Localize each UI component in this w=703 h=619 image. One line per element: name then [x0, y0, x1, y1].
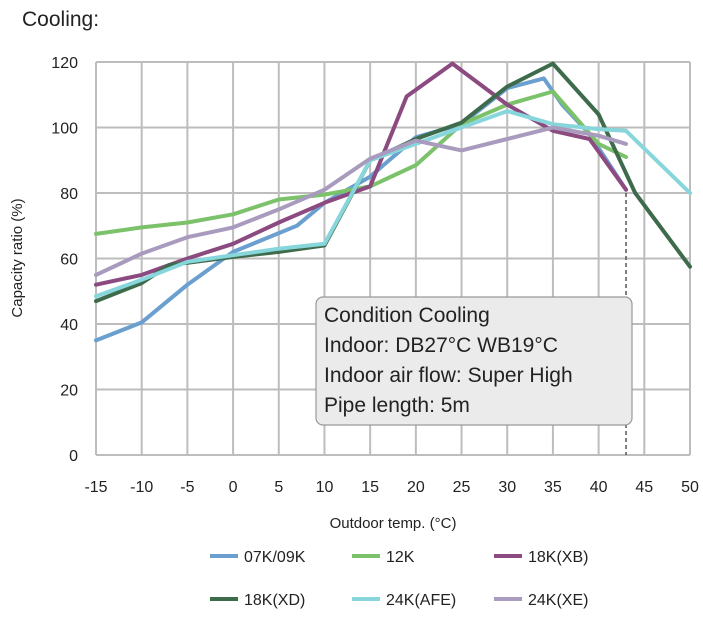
y-tick-label: 80: [60, 186, 78, 203]
legend-label: 24K(XE): [528, 592, 588, 609]
y-tick-label: 0: [69, 448, 78, 465]
x-tick-label: 0: [229, 479, 238, 496]
series-line-2: [94, 61, 628, 287]
series-line-4: [94, 109, 692, 299]
annotation-line-3: Indoor air flow: Super High: [324, 364, 573, 387]
annotation-box: [315, 296, 633, 426]
x-tick-label: 15: [361, 479, 379, 496]
legend: 07K/09K 12K 18K(XB) 18K(XD) 24K(AFE) 24K(XE): [210, 549, 588, 609]
annotation-line-2: Indoor: DB27°C WB19°C: [324, 334, 558, 357]
x-tick-label: 5: [274, 479, 283, 496]
annotation-line-4: Pipe length: 5m: [324, 394, 470, 417]
x-tick-label: -5: [180, 479, 194, 496]
annotation-line-1: Condition Cooling: [324, 304, 490, 327]
chart-heading: Cooling:: [22, 8, 100, 31]
condition-annotation: Condition Cooling Indoor: DB27°C WB19°C …: [315, 296, 633, 426]
legend-label: 24K(AFE): [386, 592, 456, 609]
series-line-5: [94, 125, 628, 277]
x-tick-label: 10: [316, 479, 334, 496]
y-tick-label: 20: [60, 383, 78, 400]
y-tick-label: 120: [51, 55, 78, 72]
legend-label: 07K/09K: [244, 549, 306, 566]
x-tick-label: 20: [407, 479, 425, 496]
series-lines: [94, 61, 692, 343]
legend-label: 18K(XD): [244, 592, 305, 609]
x-tick-label: 25: [453, 479, 471, 496]
x-tick-label: 50: [681, 479, 699, 496]
axes: -15 -10 -5 0 5 10 15 20 25 30 35 40 45 50 0 20 40 60 80 100…: [51, 55, 699, 496]
x-tick-label: -15: [84, 479, 107, 496]
x-tick-label: 40: [590, 479, 608, 496]
x-axis-label: Outdoor temp. (°C): [330, 515, 457, 532]
y-tick-label: 60: [60, 252, 78, 269]
legend-label: 18K(XB): [528, 549, 588, 566]
y-tick-label: 40: [60, 317, 78, 334]
y-axis-label: Capacity ratio (%): [9, 198, 26, 317]
legend-label: 12K: [386, 549, 415, 566]
y-tick-label: 100: [51, 121, 78, 138]
x-tick-label: 30: [498, 479, 516, 496]
series-line-3: [94, 61, 692, 304]
x-tick-label: 45: [635, 479, 653, 496]
x-tick-label: -10: [130, 479, 153, 496]
x-tick-label: 35: [544, 479, 562, 496]
